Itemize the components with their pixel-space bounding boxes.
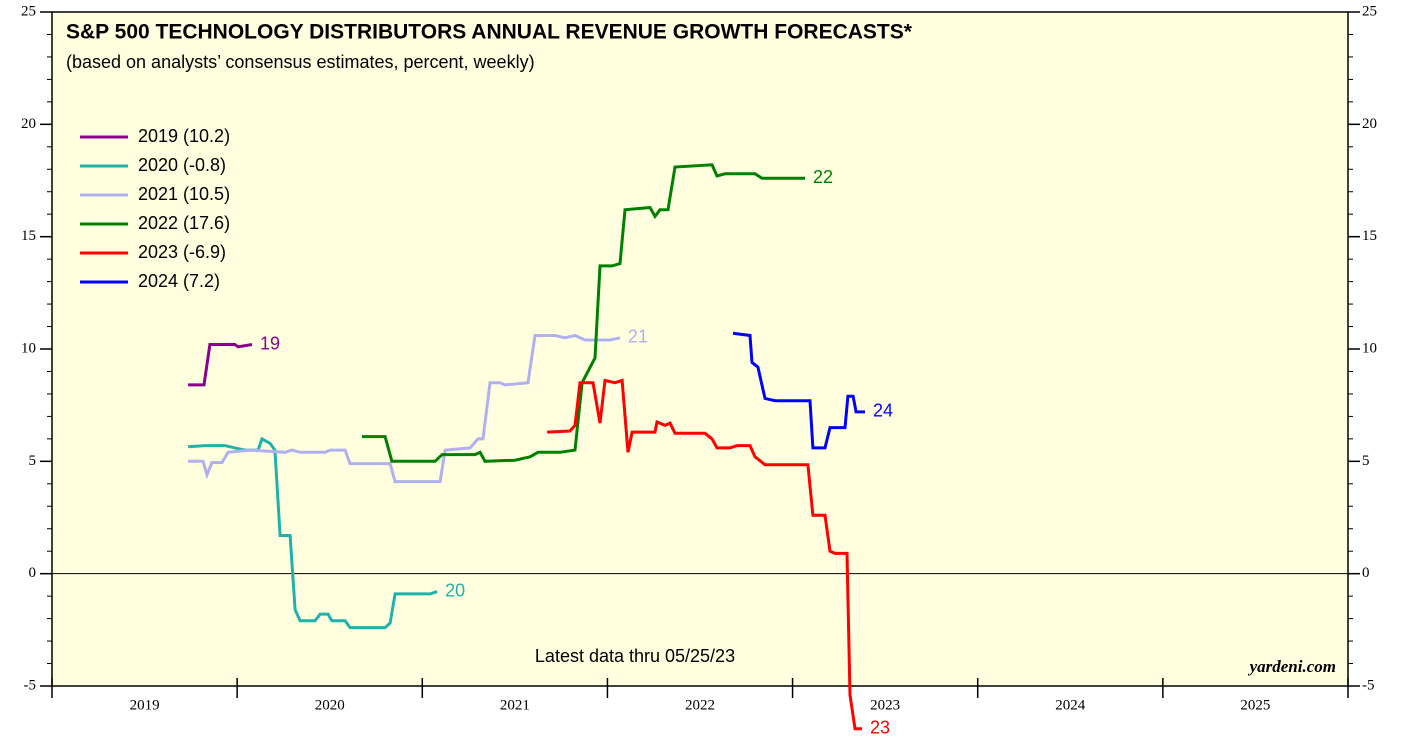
y-tick-label: -5: [1362, 677, 1375, 693]
y-tick-label: 5: [29, 453, 37, 469]
line-series: [188, 343, 253, 387]
y-tick-label: 15: [1362, 228, 1377, 244]
end-label: 20: [445, 580, 465, 600]
y-tick-label: 15: [21, 228, 36, 244]
legend-label: 2020 (-0.8): [138, 155, 226, 175]
end-label: 24: [873, 401, 893, 421]
legend-label: 2021 (10.5): [138, 184, 230, 204]
line-series: [547, 378, 862, 731]
x-tick-label: 2020: [315, 697, 345, 713]
end-label: 23: [870, 717, 890, 737]
legend-label: 2022 (17.6): [138, 213, 230, 233]
end-label: 22: [813, 167, 833, 187]
line-series: [732, 331, 865, 450]
legend-label: 2023 (-6.9): [138, 242, 226, 262]
x-tick-label: 2019: [130, 697, 160, 713]
y-tick-label: 25: [1362, 3, 1377, 19]
y-tick-label: 0: [29, 565, 37, 581]
plot-area: [51, 11, 1349, 687]
x-tick-label: 2023: [870, 697, 900, 713]
y-tick-label: 10: [1362, 340, 1377, 356]
chart-subtitle: (based on analysts’ consensus estimates,…: [66, 52, 535, 72]
y-tick-label: 5: [1362, 453, 1370, 469]
y-tick-label: 20: [1362, 116, 1377, 132]
annotation: Latest data thru 05/25/23: [535, 646, 735, 666]
x-tick-label: 2024: [1055, 697, 1086, 713]
line-series: [188, 333, 621, 484]
x-tick-label: 2021: [500, 697, 530, 713]
y-tick-label: 10: [21, 340, 36, 356]
source: yardeni.com: [1248, 657, 1336, 676]
y-tick-label: 0: [1362, 565, 1370, 581]
end-label: 19: [260, 333, 280, 353]
x-tick-label: 2025: [1240, 697, 1270, 713]
y-tick-label: 25: [21, 3, 36, 19]
end-label: 21: [628, 327, 648, 347]
y-tick-label: -5: [24, 677, 37, 693]
legend-label: 2019 (10.2): [138, 126, 230, 146]
line-series: [361, 163, 805, 463]
chart-title: S&P 500 TECHNOLOGY DISTRIBUTORS ANNUAL R…: [66, 21, 913, 44]
y-tick-label: 20: [21, 116, 36, 132]
x-tick-label: 2022: [685, 697, 715, 713]
legend-label: 2024 (7.2): [138, 271, 220, 291]
